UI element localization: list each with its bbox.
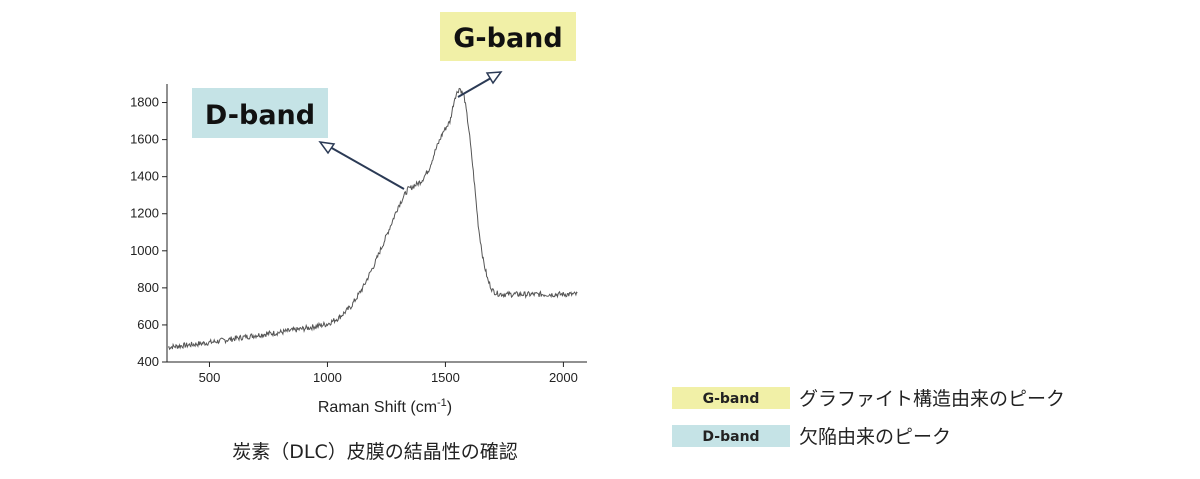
legend-key-d-band: D-band	[702, 429, 759, 445]
legend: G-band グラファイト構造由来のピーク D-band 欠陥由来のピーク	[672, 387, 1065, 448]
d-band-arrow-line	[329, 146, 405, 190]
x-tick-label: 1500	[431, 370, 460, 385]
x-tick-label: 2000	[549, 370, 578, 385]
g-band-callout-label: G-band	[453, 23, 562, 54]
plot-axes	[166, 84, 587, 363]
d-band-callout-box	[192, 88, 328, 138]
y-tick-label: 1600	[130, 132, 159, 147]
y-tick-label: 600	[137, 317, 159, 332]
g-band-arrow-head	[485, 71, 503, 85]
d-band-callout-label: D-band	[205, 100, 315, 131]
y-tick-label: 400	[137, 354, 159, 369]
y-tick-label: 1200	[130, 206, 159, 221]
spectrum-line	[167, 87, 578, 351]
y-tick-label: 1800	[130, 95, 159, 110]
legend-swatch-g-band	[672, 387, 790, 409]
x-tick-label: 1000	[313, 370, 342, 385]
legend-desc-g-band: グラファイト構造由来のピーク	[799, 388, 1065, 410]
x-tick-label: 500	[199, 370, 221, 385]
x-axis-title-suffix: )	[447, 399, 452, 416]
x-axis-title-main: Raman Shift (cm	[318, 399, 437, 416]
legend-key-g-band: G-band	[703, 391, 760, 407]
legend-swatch-d-band	[672, 425, 790, 447]
y-tick-label: 1400	[130, 169, 159, 184]
figure-caption: 炭素（DLC）皮膜の結晶性の確認	[232, 441, 517, 463]
d-band-arrow-head	[318, 141, 336, 155]
y-tick-label: 800	[137, 280, 159, 295]
g-band-callout-box	[440, 12, 576, 61]
y-tick-label: 1000	[130, 243, 159, 258]
legend-item-d-band: D-band 欠陥由来のピーク	[672, 425, 951, 448]
axis-ticks: 400 600 800 1000 1200 1400 1600 1800 500 1000 1500…	[130, 95, 578, 385]
x-axis-title-superscript: -1	[437, 397, 447, 409]
legend-item-g-band: G-band グラファイト構造由来のピーク	[672, 387, 1065, 410]
g-band-arrow-line	[457, 77, 492, 98]
legend-desc-d-band: 欠陥由来のピーク	[799, 426, 951, 448]
x-axis-title: Raman Shift (cm-1)	[318, 397, 452, 416]
